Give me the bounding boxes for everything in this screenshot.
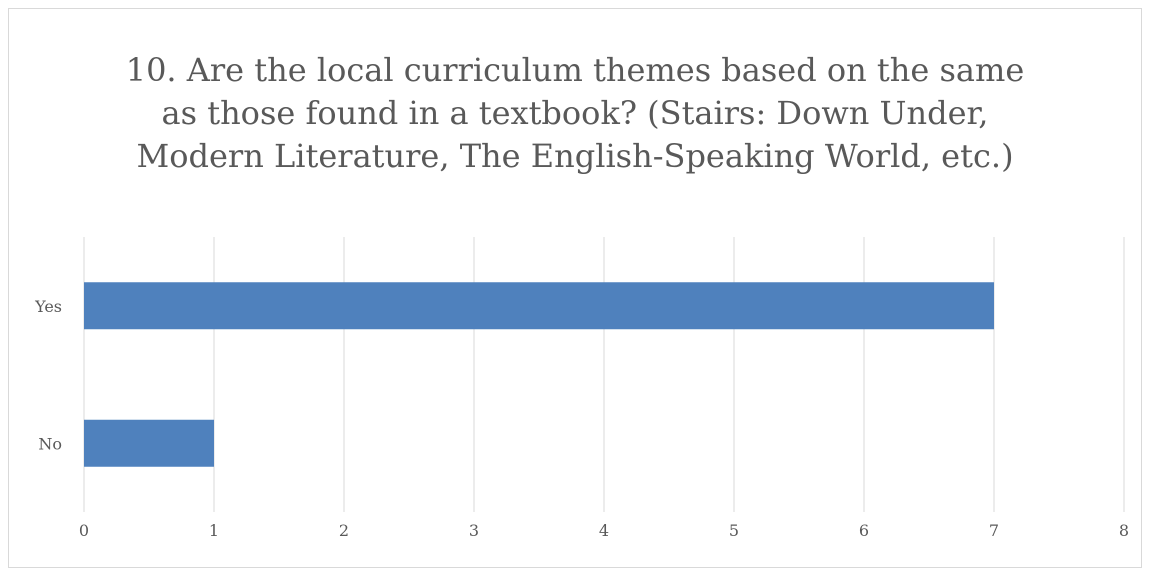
category-label-yes: Yes: [34, 297, 62, 316]
x-tick-label-2: 2: [339, 521, 349, 540]
x-tick-label-0: 0: [79, 521, 89, 540]
chart-title-line-3: Modern Literature, The English-Speaking …: [136, 137, 1014, 175]
chart-title-line-2: as those found in a textbook? (Stairs: D…: [161, 94, 989, 132]
chart-title: 10. Are the local curriculum themes base…: [9, 49, 1141, 178]
x-tick-label-3: 3: [469, 521, 479, 540]
bar-yes: [84, 282, 994, 330]
chart-title-line-1: 10. Are the local curriculum themes base…: [125, 51, 1025, 89]
category-label-no: No: [38, 434, 62, 453]
x-tick-label-6: 6: [859, 521, 869, 540]
x-tick-label-1: 1: [209, 521, 219, 540]
x-tick-label-7: 7: [989, 521, 999, 540]
x-tick-label-8: 8: [1119, 521, 1129, 540]
bar-no: [84, 419, 214, 467]
x-tick-label-5: 5: [729, 521, 739, 540]
x-tick-label-4: 4: [599, 521, 609, 540]
